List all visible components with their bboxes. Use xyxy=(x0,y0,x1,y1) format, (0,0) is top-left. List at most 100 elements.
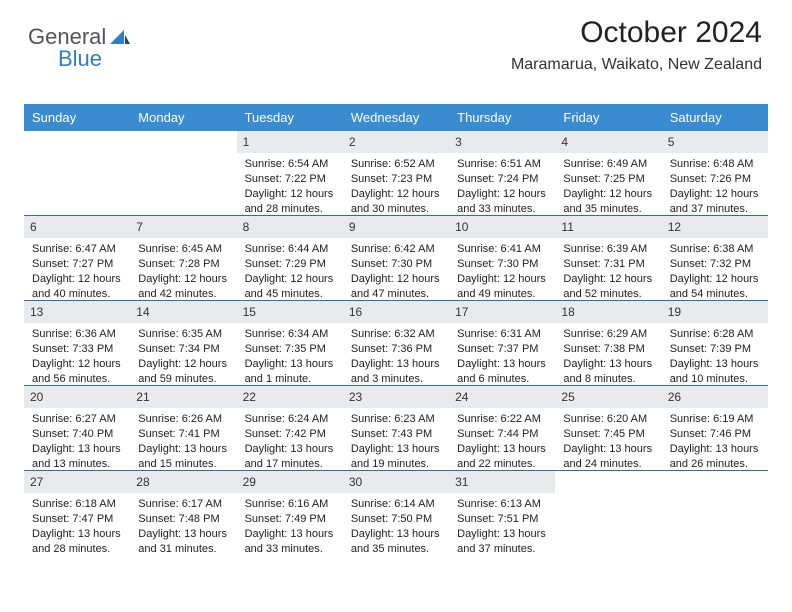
daylight-text: Daylight: 12 hours xyxy=(32,272,122,287)
daylight-text: Daylight: 12 hours xyxy=(245,187,335,202)
calendar-week-row: 27Sunrise: 6:18 AMSunset: 7:47 PMDayligh… xyxy=(24,471,768,556)
daylight-text: and 59 minutes. xyxy=(138,372,228,387)
day-number: 15 xyxy=(237,301,343,323)
sunrise-text: Sunrise: 6:13 AM xyxy=(457,497,547,512)
daylight-text: Daylight: 13 hours xyxy=(32,527,122,542)
calendar-day-cell: 4 Sunrise: 6:49 AMSunset: 7:25 PMDaylight… xyxy=(555,131,661,216)
sunset-text: Sunset: 7:23 PM xyxy=(351,172,441,187)
daylight-text: Daylight: 13 hours xyxy=(457,357,547,372)
calendar-day-cell: 9Sunrise: 6:42 AMSunset: 7:30 PMDaylight… xyxy=(343,216,449,301)
daylight-text: and 45 minutes. xyxy=(245,287,335,302)
sunrise-text: Sunrise: 6:49 AM xyxy=(563,157,653,172)
calendar-day-cell: 25Sunrise: 6:20 AMSunset: 7:45 PMDayligh… xyxy=(555,386,661,471)
daylight-text: Daylight: 13 hours xyxy=(138,442,228,457)
calendar-day-cell: 14Sunrise: 6:35 AMSunset: 7:34 PMDayligh… xyxy=(130,301,236,386)
day-number: 30 xyxy=(343,471,449,493)
sunrise-text: Sunrise: 6:52 AM xyxy=(351,157,441,172)
sunrise-text: Sunrise: 6:32 AM xyxy=(351,327,441,342)
calendar-day-cell: 3Sunrise: 6:51 AMSunset: 7:24 PMDaylight… xyxy=(449,131,555,216)
daylight-text: and 33 minutes. xyxy=(245,542,335,557)
calendar-day-cell: 15Sunrise: 6:34 AMSunset: 7:35 PMDayligh… xyxy=(237,301,343,386)
calendar-table: Sunday Monday Tuesday Wednesday Thursday… xyxy=(24,104,768,555)
daylight-text: and 47 minutes. xyxy=(351,287,441,302)
sunrise-text: Sunrise: 6:39 AM xyxy=(563,242,653,257)
sail-icon xyxy=(110,28,130,44)
daylight-text: Daylight: 12 hours xyxy=(670,272,760,287)
daylight-text: Daylight: 13 hours xyxy=(670,357,760,372)
sunrise-text: Sunrise: 6:17 AM xyxy=(138,497,228,512)
day-number: 6 xyxy=(24,216,130,238)
weekday-header: Sunday xyxy=(24,104,130,131)
daylight-text: and 6 minutes. xyxy=(457,372,547,387)
day-number: 26 xyxy=(662,386,768,408)
sunrise-text: Sunrise: 6:54 AM xyxy=(245,157,335,172)
calendar-day-cell: 23Sunrise: 6:23 AMSunset: 7:43 PMDayligh… xyxy=(343,386,449,471)
day-number: 19 xyxy=(662,301,768,323)
daylight-text: Daylight: 13 hours xyxy=(32,442,122,457)
calendar-day-cell: 26Sunrise: 6:19 AMSunset: 7:46 PMDayligh… xyxy=(662,386,768,471)
sunset-text: Sunset: 7:25 PM xyxy=(563,172,653,187)
daylight-text: and 19 minutes. xyxy=(351,457,441,472)
sunset-text: Sunset: 7:44 PM xyxy=(457,427,547,442)
sunrise-text: Sunrise: 6:16 AM xyxy=(245,497,335,512)
daylight-text: Daylight: 12 hours xyxy=(351,272,441,287)
calendar-day-cell: 22Sunrise: 6:24 AMSunset: 7:42 PMDayligh… xyxy=(237,386,343,471)
calendar-week-row: 13Sunrise: 6:36 AMSunset: 7:33 PMDayligh… xyxy=(24,301,768,386)
sunrise-text: Sunrise: 6:31 AM xyxy=(457,327,547,342)
daylight-text: Daylight: 13 hours xyxy=(245,442,335,457)
sunrise-text: Sunrise: 6:27 AM xyxy=(32,412,122,427)
daylight-text: and 28 minutes. xyxy=(32,542,122,557)
calendar-day-cell: 29Sunrise: 6:16 AMSunset: 7:49 PMDayligh… xyxy=(237,471,343,556)
sunrise-text: Sunrise: 6:20 AM xyxy=(563,412,653,427)
daylight-text: Daylight: 12 hours xyxy=(670,187,760,202)
sunrise-text: Sunrise: 6:42 AM xyxy=(351,242,441,257)
sunset-text: Sunset: 7:32 PM xyxy=(670,257,760,272)
weekday-header: Monday xyxy=(130,104,236,131)
calendar-day-cell: 7Sunrise: 6:45 AMSunset: 7:28 PMDaylight… xyxy=(130,216,236,301)
sunrise-text: Sunrise: 6:36 AM xyxy=(32,327,122,342)
sunset-text: Sunset: 7:31 PM xyxy=(563,257,653,272)
daylight-text: Daylight: 12 hours xyxy=(351,187,441,202)
month-title: October 2024 xyxy=(511,16,762,50)
daylight-text: and 17 minutes. xyxy=(245,457,335,472)
daylight-text: Daylight: 12 hours xyxy=(563,187,653,202)
daylight-text: and 15 minutes. xyxy=(138,457,228,472)
day-number: 22 xyxy=(237,386,343,408)
calendar-day-cell: 1Sunrise: 6:54 AMSunset: 7:22 PMDaylight… xyxy=(237,131,343,216)
calendar-day-cell: . xyxy=(662,471,768,556)
day-number: 4 xyxy=(555,131,661,153)
weekday-header-row: Sunday Monday Tuesday Wednesday Thursday… xyxy=(24,104,768,131)
daylight-text: and 40 minutes. xyxy=(32,287,122,302)
day-number: 8 xyxy=(237,216,343,238)
daylight-text: Daylight: 13 hours xyxy=(670,442,760,457)
daylight-text: and 24 minutes. xyxy=(563,457,653,472)
location-subtitle: Maramarua, Waikato, New Zealand xyxy=(511,56,762,74)
sunset-text: Sunset: 7:27 PM xyxy=(32,257,122,272)
sunset-text: Sunset: 7:36 PM xyxy=(351,342,441,357)
day-number: 14 xyxy=(130,301,236,323)
daylight-text: and 54 minutes. xyxy=(670,287,760,302)
weekday-header: Wednesday xyxy=(343,104,449,131)
sunrise-text: Sunrise: 6:18 AM xyxy=(32,497,122,512)
sunrise-text: Sunrise: 6:48 AM xyxy=(670,157,760,172)
sunrise-text: Sunrise: 6:23 AM xyxy=(351,412,441,427)
sunset-text: Sunset: 7:45 PM xyxy=(563,427,653,442)
sunset-text: Sunset: 7:35 PM xyxy=(245,342,335,357)
calendar-day-cell: 17Sunrise: 6:31 AMSunset: 7:37 PMDayligh… xyxy=(449,301,555,386)
sunset-text: Sunset: 7:39 PM xyxy=(670,342,760,357)
daylight-text: and 33 minutes. xyxy=(457,202,547,217)
daylight-text: Daylight: 12 hours xyxy=(32,357,122,372)
sunrise-text: Sunrise: 6:35 AM xyxy=(138,327,228,342)
daylight-text: Daylight: 13 hours xyxy=(351,357,441,372)
daylight-text: Daylight: 12 hours xyxy=(457,272,547,287)
day-number: 27 xyxy=(24,471,130,493)
daylight-text: Daylight: 13 hours xyxy=(245,527,335,542)
sunrise-text: Sunrise: 6:26 AM xyxy=(138,412,228,427)
sunrise-text: Sunrise: 6:24 AM xyxy=(245,412,335,427)
daylight-text: and 8 minutes. xyxy=(563,372,653,387)
sunset-text: Sunset: 7:47 PM xyxy=(32,512,122,527)
daylight-text: and 13 minutes. xyxy=(32,457,122,472)
calendar-day-cell: 18Sunrise: 6:29 AMSunset: 7:38 PMDayligh… xyxy=(555,301,661,386)
calendar-day-cell: 24Sunrise: 6:22 AMSunset: 7:44 PMDayligh… xyxy=(449,386,555,471)
calendar-day-cell: 10Sunrise: 6:41 AMSunset: 7:30 PMDayligh… xyxy=(449,216,555,301)
